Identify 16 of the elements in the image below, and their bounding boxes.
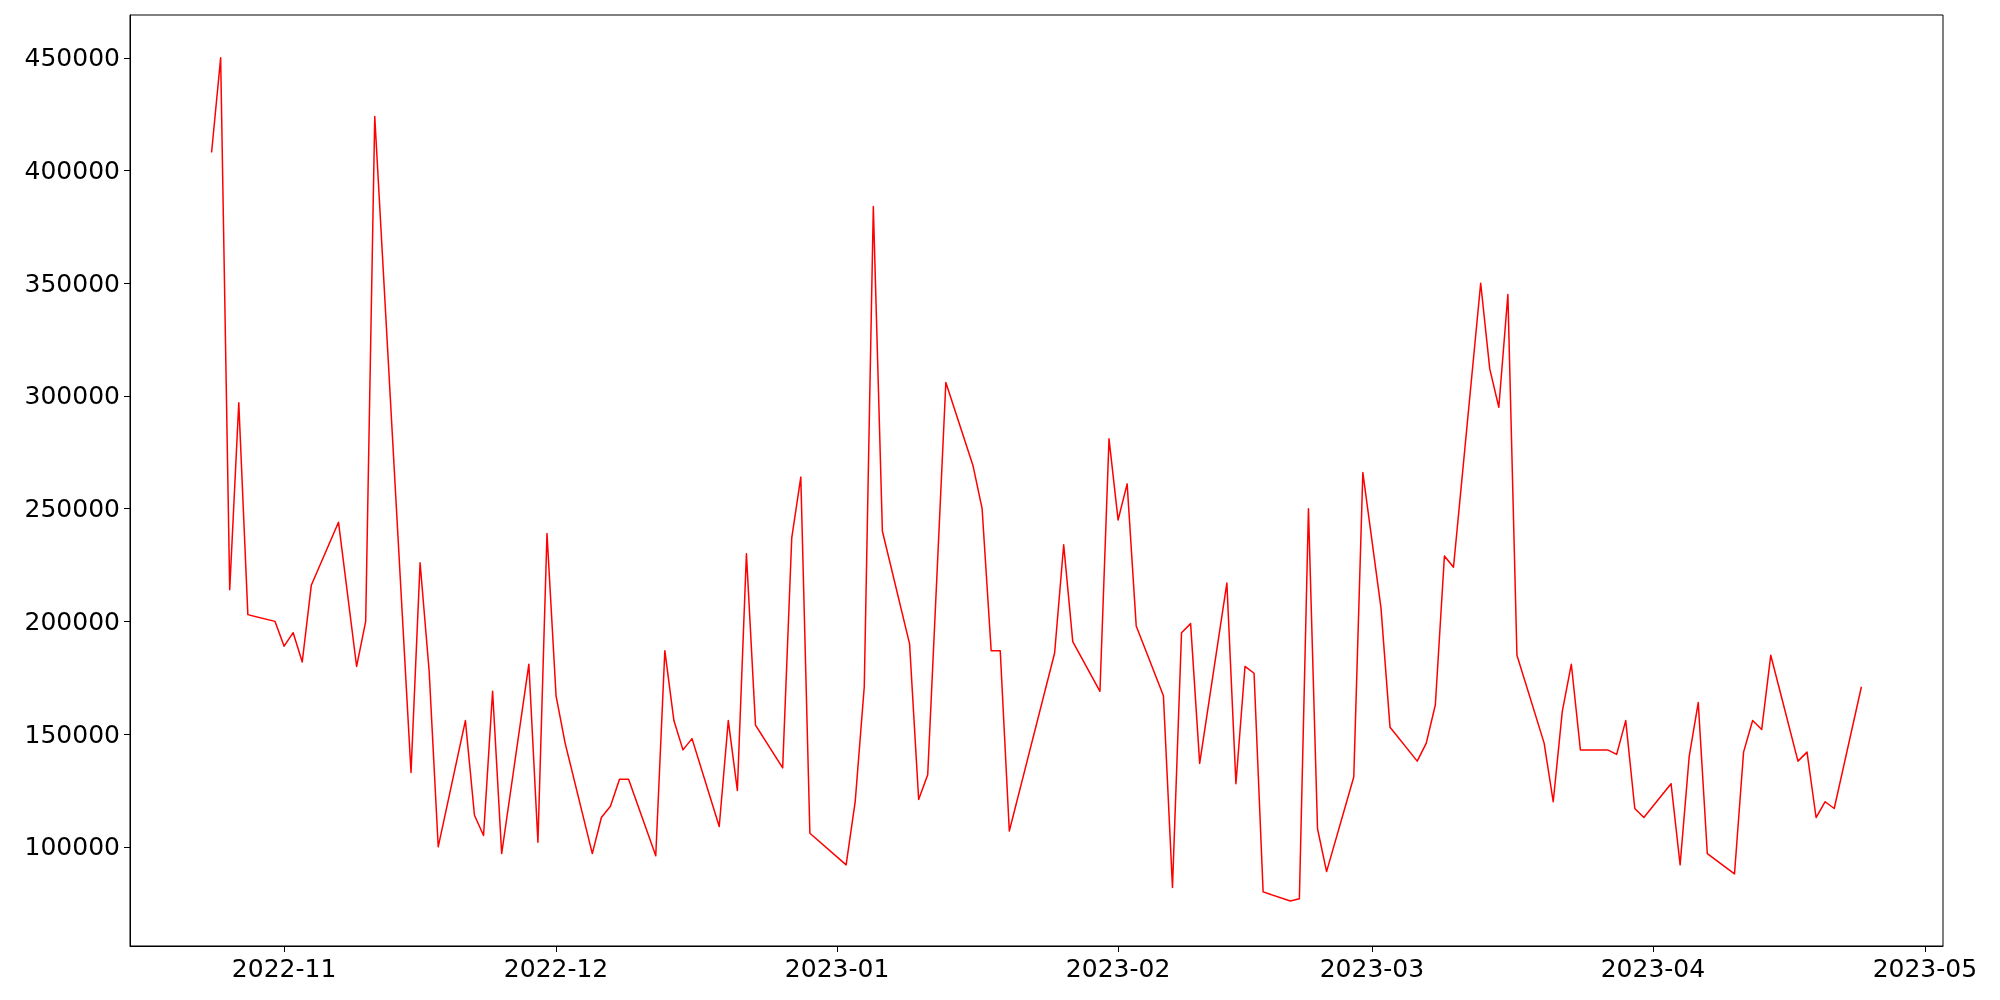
y-tick-label: 150000 xyxy=(24,719,120,749)
line-series xyxy=(210,57,1863,902)
y-tick-label: 350000 xyxy=(24,268,120,298)
y-tick-label: 450000 xyxy=(24,43,120,73)
y-tick-label: 100000 xyxy=(24,832,120,862)
x-tick-label: 2023-04 xyxy=(1600,954,1706,983)
y-tick-label: 250000 xyxy=(24,494,120,524)
y-tick-label: 400000 xyxy=(24,156,120,186)
x-tick-label: 2023-02 xyxy=(1065,954,1171,983)
y-tick-label: 200000 xyxy=(24,606,120,636)
x-tick-label: 2022-12 xyxy=(503,954,609,983)
x-tick-label: 2022-11 xyxy=(231,954,337,983)
x-tick-label: 2023-01 xyxy=(784,954,890,983)
x-tick-label: 2023-05 xyxy=(1872,954,1978,983)
y-tick-label: 300000 xyxy=(24,381,120,411)
x-tick-label: 2023-03 xyxy=(1319,954,1425,983)
